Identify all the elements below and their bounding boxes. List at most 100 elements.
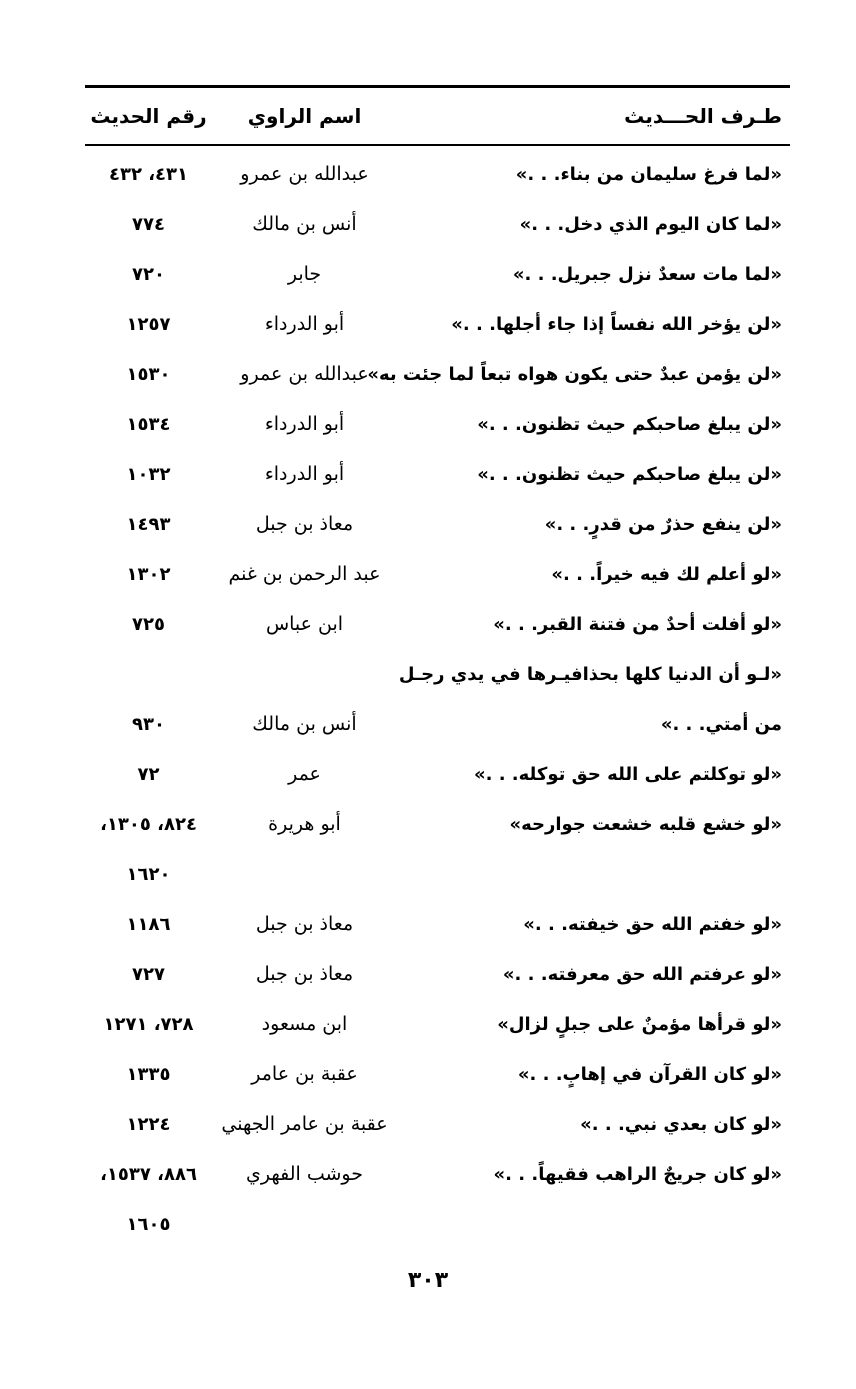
hadith-numbers: ١٣٣٥ xyxy=(126,1063,171,1085)
hadith-text: «لن يبلغ صاحبكم حيث تظنون. . .» xyxy=(477,463,782,485)
table-row: «لو عرفتم الله حق معرفته. . .» معاذ بن جب… xyxy=(85,949,790,999)
narrator-name: ابن مسعود xyxy=(261,1013,348,1035)
header-hadith-number: رقم الحديث xyxy=(90,104,207,128)
hadith-text: «لـو أن الدنيا كلها بحذافيـرها في يدي رج… xyxy=(398,663,782,685)
table-row-line: «لما مات سعدٌ نزل جبريل. . .» جابر ٧٢٠ xyxy=(85,249,790,299)
header-rule xyxy=(85,144,790,146)
narrator-name: ابن عباس xyxy=(265,613,344,635)
table-row: «لو قرأها مؤمنٌ على جبلٍ لزال» ابن مسعود ٧… xyxy=(85,999,790,1049)
narrator-name: معاذ بن جبل xyxy=(255,963,354,985)
hadith-numbers: ١٣٠٢ xyxy=(126,563,171,585)
hadith-text: «لو كان بعدي نبي. . .» xyxy=(580,1113,782,1135)
hadith-numbers: ١٦٠٥ xyxy=(126,1213,171,1235)
narrator-name: أنس بن مالك xyxy=(252,713,357,735)
narrator-name: عقبة بن عامر الجهني xyxy=(221,1113,388,1135)
hadith-text: «لو أعلم لك فيه خيراً. . .» xyxy=(551,563,782,585)
table-row: «لو كان القرآن في إهابٍ. . .» عقبة بن عام… xyxy=(85,1049,790,1099)
table-row: «لو أفلت أحدٌ من فتنة القبر. . .» ابن عبا… xyxy=(85,599,790,649)
table-row: «لما فرغ سليمان من بناء. . .» عبدالله بن … xyxy=(85,149,790,199)
hadith-text: «لن يؤمن عبدٌ حتى يكون هواه تبعاً لما جئ… xyxy=(367,363,782,385)
hadith-text: «لو توكلتم على الله حق توكله. . .» xyxy=(473,763,782,785)
narrator-name: معاذ بن جبل xyxy=(255,513,354,535)
hadith-text: «لو خفتم الله حق خيفته. . .» xyxy=(523,913,782,935)
hadith-text: «لن يؤخر الله نفساً إذا جاء أجلها. . .» xyxy=(451,313,782,335)
hadith-text: «لو قرأها مؤمنٌ على جبلٍ لزال» xyxy=(497,1013,782,1035)
table-row-line: «لن يؤخر الله نفساً إذا جاء أجلها. . .» أ… xyxy=(85,299,790,349)
table-row-line: «لو كان بعدي نبي. . .» عقبة بن عامر الجهن… xyxy=(85,1099,790,1149)
table-row: «لما مات سعدٌ نزل جبريل. . .» جابر ٧٢٠ xyxy=(85,249,790,299)
table-row-line: «لما كان اليوم الذي دخل. . .» أنس بن مالك… xyxy=(85,199,790,249)
table-row-line: «لن يبلغ صاحبكم حيث تظنون. . .» أبو الدرد… xyxy=(85,399,790,449)
page-number: ٣٠٣ xyxy=(407,1268,449,1293)
table-row-line: ١٦٢٠ xyxy=(85,849,790,899)
hadith-text: «لما كان اليوم الذي دخل. . .» xyxy=(519,213,782,235)
table-row-line: «لو أعلم لك فيه خيراً. . .» عبد الرحمن بن… xyxy=(85,549,790,599)
hadith-numbers: ١٥٣٤ xyxy=(126,413,171,435)
table-row: «لن يؤمن عبدٌ حتى يكون هواه تبعاً لما جئ… xyxy=(85,349,790,399)
narrator-name: عبدالله بن عمرو xyxy=(240,163,369,185)
hadith-numbers: ١٤٩٣ xyxy=(126,513,171,535)
table-row: «لن يبلغ صاحبكم حيث تظنون. . .» أبو الدرد… xyxy=(85,399,790,449)
hadith-numbers: ٧٢٠ xyxy=(132,263,165,285)
table-row-line: ١٦٠٥ xyxy=(85,1199,790,1249)
hadith-numbers: ٧٢٨، ١٢٧١ xyxy=(103,1013,194,1035)
table-row-line: «لو خشع قلبه خشعت جوارحه» أبو هريرة ٨٢٤، ١… xyxy=(85,799,790,849)
hadith-numbers: ٧٢ xyxy=(137,763,160,785)
hadith-text: «لو كان جريجٌ الراهب فقيهاً. . .» xyxy=(493,1163,782,1185)
narrator-name: عقبة بن عامر xyxy=(251,1063,358,1085)
table-row-line: «لن ينفع حذرٌ من قدرٍ. . .» معاذ بن جبل ١٤… xyxy=(85,499,790,549)
hadith-text: «لما فرغ سليمان من بناء. . .» xyxy=(515,163,782,185)
table-row-line: «لن يؤمن عبدٌ حتى يكون هواه تبعاً لما جئ… xyxy=(85,349,790,399)
table-row-line: «لن يبلغ صاحبكم حيث تظنون. . .» أبو الدرد… xyxy=(85,449,790,499)
table-row-line: «لما فرغ سليمان من بناء. . .» عبدالله بن … xyxy=(85,149,790,199)
narrator-name: أنس بن مالك xyxy=(252,213,357,235)
table-row-line: «لو توكلتم على الله حق توكله. . .» عمر ٧٢ xyxy=(85,749,790,799)
hadith-numbers: ٩٣٠ xyxy=(132,713,165,735)
hadith-numbers: ٨٢٤، ١٣٠٥، xyxy=(100,813,197,835)
hadith-text: «لو كان القرآن في إهابٍ. . .» xyxy=(517,1063,782,1085)
table-row: «لو أعلم لك فيه خيراً. . .» عبد الرحمن بن… xyxy=(85,549,790,599)
table-row-line: «لو كان القرآن في إهابٍ. . .» عقبة بن عام… xyxy=(85,1049,790,1099)
table-row: «لو كان جريجٌ الراهب فقيهاً. . .» حوشب ال… xyxy=(85,1149,790,1249)
top-rule xyxy=(85,85,790,88)
narrator-name: عمر xyxy=(288,763,321,785)
table-body: «لما فرغ سليمان من بناء. . .» عبدالله بن … xyxy=(85,146,790,1249)
hadith-numbers: ١٥٣٠ xyxy=(126,363,171,385)
table-row: «لـو أن الدنيا كلها بحذافيـرها في يدي رج… xyxy=(85,649,790,749)
table-row: «لما كان اليوم الذي دخل. . .» أنس بن مالك… xyxy=(85,199,790,249)
hadith-numbers: ١٢٢٤ xyxy=(126,1113,171,1135)
hadith-text: «لو خشع قلبه خشعت جوارحه» xyxy=(509,813,782,835)
hadith-text: «لن يبلغ صاحبكم حيث تظنون. . .» xyxy=(477,413,782,435)
narrator-name: عبدالله بن عمرو xyxy=(240,363,369,385)
table-header: طـرف الحـــديث اسم الراوي رقم الحديث xyxy=(85,88,790,144)
header-hadith-text: طـرف الحـــديث xyxy=(624,104,782,128)
table-row-line: من أمتي. . .» أنس بن مالك ٩٣٠ xyxy=(85,699,790,749)
table-row-line: «لو عرفتم الله حق معرفته. . .» معاذ بن جب… xyxy=(85,949,790,999)
narrator-name: حوشب الفهري xyxy=(246,1163,363,1185)
hadith-text: «لن ينفع حذرٌ من قدرٍ. . .» xyxy=(544,513,782,535)
table-row: «لن يؤخر الله نفساً إذا جاء أجلها. . .» أ… xyxy=(85,299,790,349)
hadith-numbers: ٧٢٥ xyxy=(132,613,165,635)
table-row: «لو خشع قلبه خشعت جوارحه» أبو هريرة ٨٢٤، ١… xyxy=(85,799,790,899)
narrator-name: أبو الدرداء xyxy=(264,463,345,485)
table-row-line: «لو أفلت أحدٌ من فتنة القبر. . .» ابن عبا… xyxy=(85,599,790,649)
hadith-numbers: ١٢٥٧ xyxy=(126,313,171,335)
hadith-numbers: ٨٨٦، ١٥٣٧، xyxy=(100,1163,197,1185)
hadith-numbers: ٧٧٤ xyxy=(132,213,165,235)
table-row: «لو كان بعدي نبي. . .» عقبة بن عامر الجهن… xyxy=(85,1099,790,1149)
table-row: «لو توكلتم على الله حق توكله. . .» عمر ٧٢ xyxy=(85,749,790,799)
hadith-text: «لو عرفتم الله حق معرفته. . .» xyxy=(502,963,782,985)
hadith-numbers: ٤٣١، ٤٣٢ xyxy=(108,163,189,185)
hadith-text: «لما مات سعدٌ نزل جبريل. . .» xyxy=(512,263,782,285)
narrator-name: عبد الرحمن بن غنم xyxy=(228,563,381,585)
table-row-line: «لو خفتم الله حق خيفته. . .» معاذ بن جبل ١… xyxy=(85,899,790,949)
narrator-name: أبو الدرداء xyxy=(264,413,345,435)
narrator-name: أبو هريرة xyxy=(268,813,341,835)
table-row-line: «لو كان جريجٌ الراهب فقيهاً. . .» حوشب ال… xyxy=(85,1149,790,1199)
header-narrator: اسم الراوي xyxy=(247,104,362,128)
hadith-numbers: ١٠٣٢ xyxy=(126,463,171,485)
narrator-name: جابر xyxy=(287,263,322,285)
hadith-text: «لو أفلت أحدٌ من فتنة القبر. . .» xyxy=(493,613,782,635)
table-row: «لن يبلغ صاحبكم حيث تظنون. . .» أبو الدرد… xyxy=(85,449,790,499)
table-row: «لو خفتم الله حق خيفته. . .» معاذ بن جبل ١… xyxy=(85,899,790,949)
